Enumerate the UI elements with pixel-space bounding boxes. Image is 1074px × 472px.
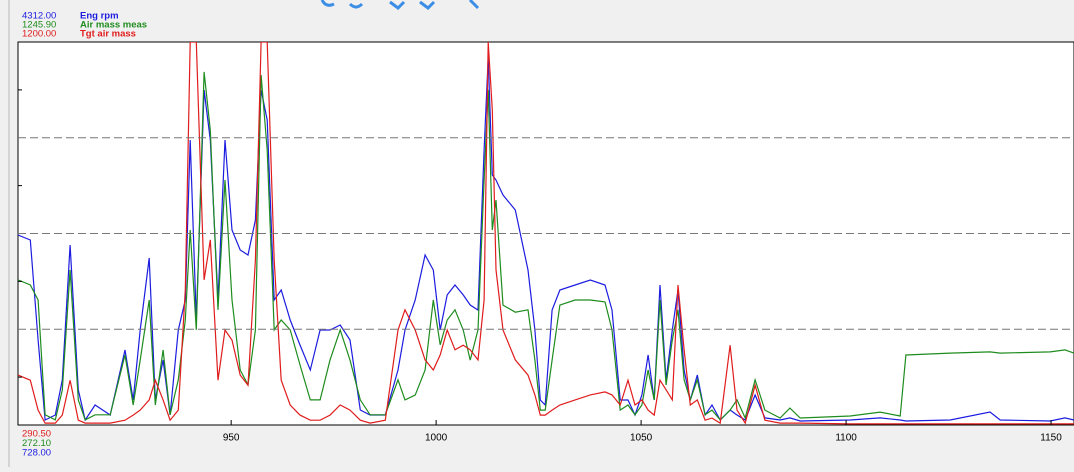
plot-marks [18,42,1074,425]
toolbar-icon[interactable] [348,2,364,9]
series-line [18,71,1074,421]
axis-max-label: 1200.00 [22,29,56,40]
legend-entry: Eng rpm [80,11,119,22]
axis-min-label: 290.50 [22,429,51,440]
x-tick-label: 1150 [1040,433,1062,444]
axis-min-label: 728.00 [22,448,51,459]
legend-entry: Air mass meas [80,20,147,31]
series-line [18,42,1074,425]
x-tick-label: 1100 [835,433,857,444]
axis-max-label: 4312.00 [22,11,56,22]
legend-entry: Tgt air mass [80,29,136,40]
toolbar-icons [320,0,480,10]
axis-max-label: 1245.90 [22,20,56,31]
toolbar-icon[interactable] [419,0,436,10]
x-tick-label: 950 [223,433,240,444]
toolbar-icon[interactable] [468,0,480,10]
x-tick-label: 1000 [425,433,448,444]
axis-min-label: 272.10 [22,438,51,449]
x-tick-label: 1050 [630,433,653,444]
toolbar-icon[interactable] [389,0,406,10]
toolbar-icon[interactable] [320,0,335,7]
